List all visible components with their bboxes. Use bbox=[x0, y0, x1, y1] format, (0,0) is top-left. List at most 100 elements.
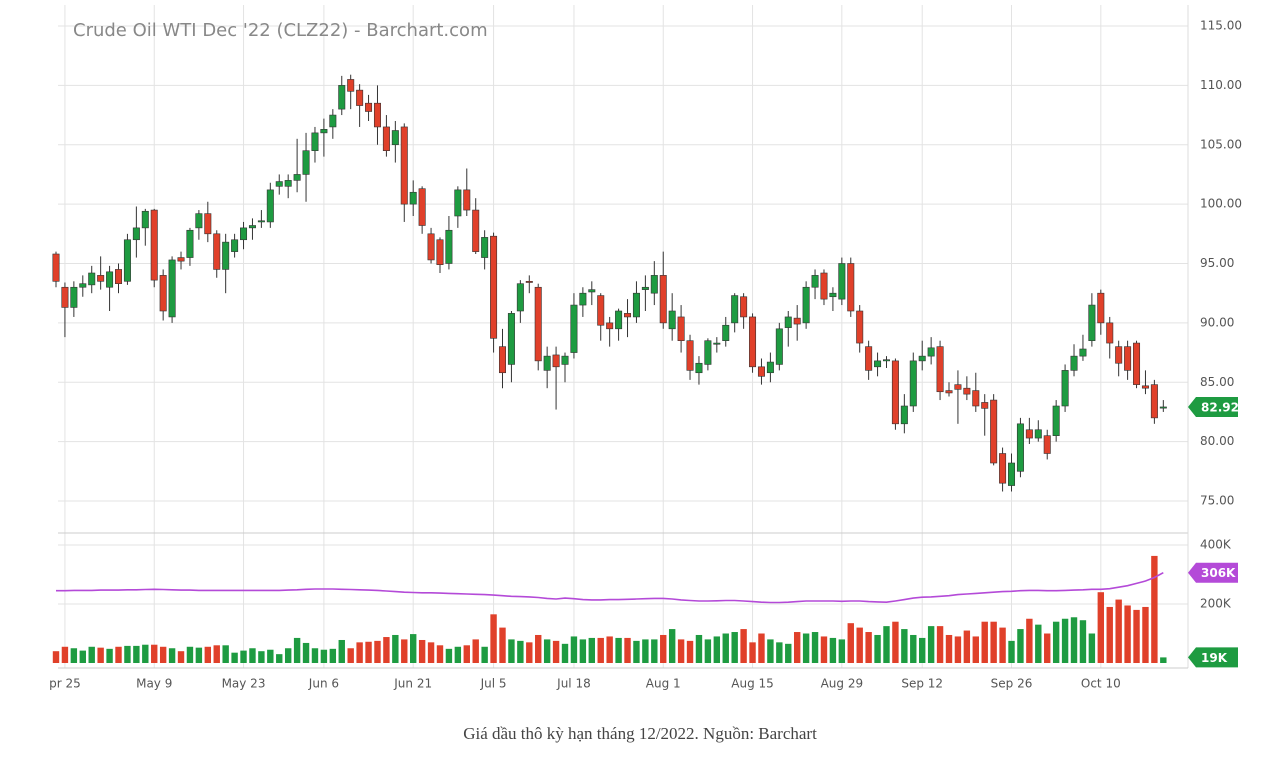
volume-bar bbox=[954, 636, 962, 663]
volume-bar bbox=[293, 637, 301, 663]
x-tick-label: Sep 26 bbox=[991, 677, 1033, 691]
x-tick-label: May 9 bbox=[136, 677, 172, 691]
candle-body bbox=[490, 235, 498, 339]
volume-bar bbox=[981, 621, 988, 663]
volume-bar bbox=[472, 639, 479, 663]
candle-body bbox=[373, 102, 381, 128]
volume-bar bbox=[401, 639, 408, 663]
volume-bar bbox=[445, 648, 453, 663]
candle-body bbox=[695, 362, 703, 374]
volume-bar bbox=[410, 634, 417, 663]
candle-body bbox=[88, 272, 96, 286]
volume-bar bbox=[793, 632, 801, 663]
volume-bar bbox=[624, 637, 631, 663]
x-tick-label: Jun 21 bbox=[393, 677, 432, 691]
volume-bar bbox=[651, 639, 658, 663]
candle-body bbox=[543, 355, 551, 371]
last-volume-label: 19K bbox=[1201, 651, 1228, 665]
volume-bar bbox=[1115, 599, 1122, 663]
candle-body bbox=[231, 239, 239, 252]
candle-body bbox=[516, 283, 524, 312]
volume-bar bbox=[874, 634, 881, 663]
candle-body bbox=[713, 342, 721, 345]
candle-body bbox=[588, 289, 596, 293]
last-price-label: 82.92 bbox=[1201, 400, 1239, 414]
candle-body bbox=[356, 89, 364, 106]
y2-tick-label: 200K bbox=[1200, 597, 1232, 611]
last-price-label-bg bbox=[1188, 396, 1238, 417]
candle-body bbox=[1088, 304, 1096, 341]
volume-bar bbox=[499, 627, 506, 663]
candle-body bbox=[1159, 406, 1167, 409]
volume-bar bbox=[508, 639, 515, 663]
volume-bar bbox=[910, 634, 917, 663]
volume-bar bbox=[1142, 606, 1149, 663]
candle-body bbox=[400, 126, 408, 205]
volume-bar bbox=[704, 639, 712, 663]
volume-bar bbox=[267, 649, 274, 663]
candle-body bbox=[427, 233, 435, 261]
volume-bar bbox=[454, 646, 462, 663]
x-tick-label: pr 25 bbox=[49, 677, 81, 691]
y-tick-label: 110.00 bbox=[1200, 78, 1242, 92]
candle-body bbox=[302, 150, 310, 175]
candle-body bbox=[1124, 346, 1132, 371]
candle-body bbox=[240, 227, 248, 241]
volume-bar bbox=[231, 652, 238, 663]
volume-bar bbox=[847, 623, 854, 663]
candle-body bbox=[141, 210, 149, 229]
candle-body bbox=[525, 281, 533, 283]
x-tick-label: Aug 15 bbox=[731, 677, 774, 691]
volume-bar bbox=[901, 629, 908, 663]
volume-bar bbox=[892, 621, 899, 663]
volume-bar bbox=[311, 648, 319, 663]
candle-body bbox=[766, 361, 774, 374]
candle-body bbox=[704, 340, 712, 365]
candle-body bbox=[382, 126, 390, 151]
candle-body bbox=[1025, 429, 1033, 439]
volume-bar bbox=[463, 645, 470, 663]
candle-body bbox=[186, 229, 194, 258]
candle-body bbox=[927, 347, 935, 357]
candle-body bbox=[391, 130, 399, 146]
volume-bar bbox=[374, 640, 381, 663]
candle-body bbox=[1097, 292, 1105, 324]
candle-body bbox=[865, 346, 873, 371]
volume-bar bbox=[490, 614, 497, 663]
volume-bar bbox=[79, 650, 86, 663]
volume-bar bbox=[526, 642, 533, 663]
y-tick-label: 95.00 bbox=[1200, 256, 1234, 270]
candle-body bbox=[936, 346, 944, 393]
candle-body bbox=[1034, 429, 1042, 439]
candle-body bbox=[606, 322, 614, 330]
candle-body bbox=[1070, 355, 1078, 371]
volume-bar bbox=[365, 641, 372, 663]
volume-bar bbox=[1052, 621, 1060, 663]
volume-bar bbox=[543, 639, 551, 663]
candle-body bbox=[641, 286, 649, 290]
candle-body bbox=[347, 79, 355, 92]
moving-average-line bbox=[56, 571, 1164, 604]
candle-body bbox=[284, 180, 292, 187]
candle-body bbox=[891, 360, 899, 425]
volume-bar bbox=[579, 639, 587, 663]
candle-body bbox=[70, 286, 78, 308]
volume-bar bbox=[945, 634, 953, 663]
candle-body bbox=[97, 275, 105, 282]
candle-body bbox=[632, 292, 640, 318]
volume-bar bbox=[1026, 618, 1033, 663]
volume-bar bbox=[383, 637, 390, 663]
candle-body bbox=[445, 229, 453, 264]
volume-bar bbox=[52, 651, 60, 663]
volume-bar bbox=[820, 636, 828, 663]
volume-bar bbox=[883, 626, 890, 663]
candle-body bbox=[168, 259, 176, 318]
candle-body bbox=[61, 286, 69, 308]
volume-bar bbox=[356, 642, 363, 663]
candle-body bbox=[874, 360, 882, 368]
candle-body bbox=[507, 313, 515, 365]
candle-body bbox=[1133, 342, 1141, 385]
candle-body bbox=[749, 316, 757, 368]
candle-body bbox=[963, 387, 971, 395]
candle-body bbox=[775, 328, 783, 365]
